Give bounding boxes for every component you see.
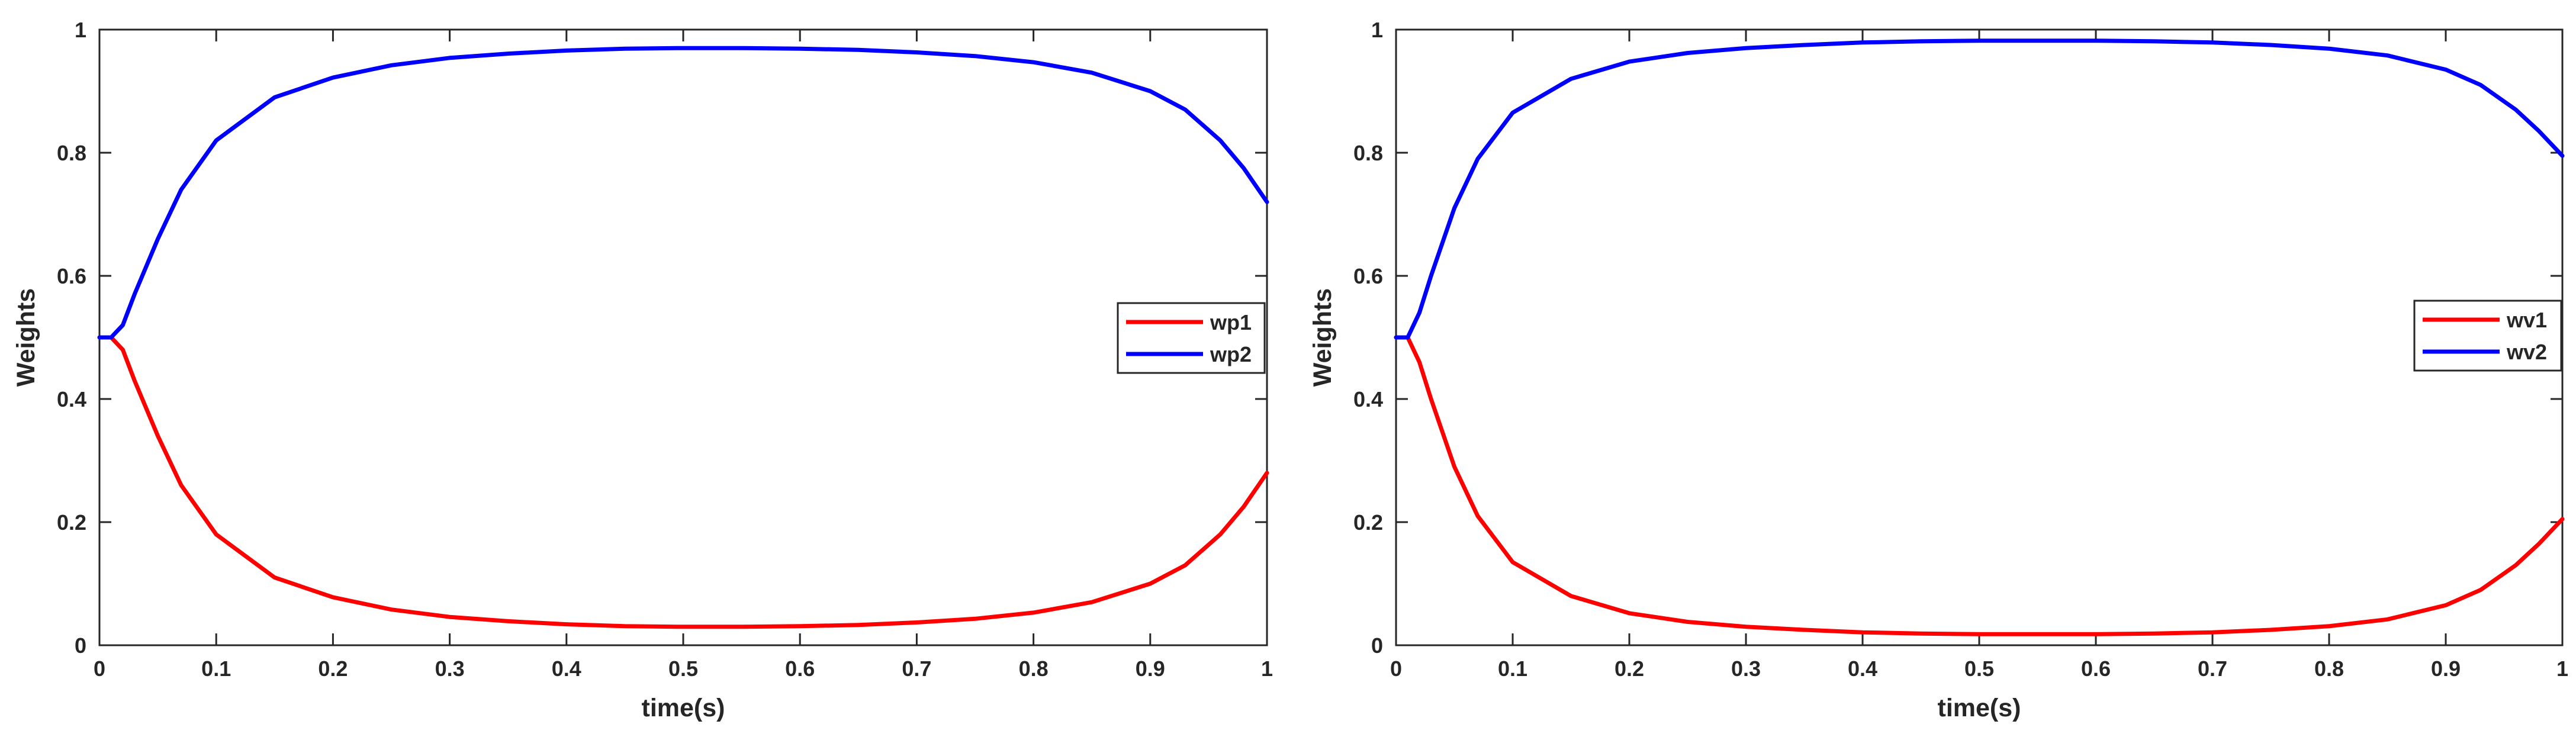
x-tick-label: 0.3	[1731, 656, 1761, 681]
x-axis-label: time(s)	[642, 694, 725, 722]
x-tick-label: 0.4	[552, 656, 581, 681]
y-tick-label: 0.4	[1353, 387, 1383, 411]
x-tick-label: 0.1	[1498, 656, 1527, 681]
y-tick-label: 0.6	[57, 264, 86, 288]
x-tick-label: 1	[2556, 656, 2568, 681]
x-tick-label: 0.1	[201, 656, 231, 681]
y-tick-label: 0.2	[57, 510, 86, 535]
legend-label: wv1	[2506, 308, 2547, 332]
x-tick-label: 0.4	[1848, 656, 1877, 681]
x-tick-label: 0.8	[2314, 656, 2344, 681]
legend-box	[1117, 302, 1266, 374]
y-axis-label: Weights	[1308, 288, 1337, 387]
plot-area	[98, 28, 1268, 646]
y-axis-label: Weights	[12, 288, 40, 387]
x-tick-label: 0.3	[435, 656, 465, 681]
y-tick-label: 0	[1371, 633, 1383, 658]
y-tick-label: 0.2	[1353, 510, 1383, 535]
series-line-wp1	[97, 335, 1269, 629]
legend-box	[2413, 300, 2562, 372]
x-tick-label: 0.5	[668, 656, 698, 681]
x-tick-label: 0	[94, 656, 105, 681]
chart-panel-right: 0 0.1 0.2 0.3 0.4 0.5 0.6 0.7 0.8 0.9 1 0 0.2 0.4 0.6 0…	[1308, 18, 2568, 722]
x-tick-label: 0.7	[2198, 656, 2227, 681]
plot-area	[1395, 28, 2564, 646]
series-line-wv1	[1394, 335, 2565, 636]
y-tick-label: 0.4	[57, 387, 86, 411]
series-line-wp2	[97, 46, 1269, 340]
y-tick-label: 0.6	[1353, 264, 1383, 288]
x-tick-label: 0.7	[902, 656, 931, 681]
x-tick-label: 0.8	[1019, 656, 1049, 681]
x-axis-label: time(s)	[1938, 694, 2021, 722]
x-tick-label: 0.6	[2081, 656, 2111, 681]
x-tick-label: 0	[1390, 656, 1402, 681]
chart-panel-left: 0 0.1 0.2 0.3 0.4 0.5 0.6 0.7 0.8 0.9 1 0 0.2 0.4 0.6 0…	[12, 18, 1273, 722]
legend-label: wp2	[1210, 342, 1252, 366]
x-tick-label: 0.9	[1136, 656, 1165, 681]
x-tick-label: 0.6	[785, 656, 815, 681]
y-tick-label: 0.8	[57, 141, 86, 165]
y-tick-label: 0	[75, 633, 86, 658]
y-tick-label: 1	[1371, 18, 1383, 42]
y-tick-label: 1	[75, 18, 86, 42]
y-tick-label: 0.8	[1353, 141, 1383, 165]
x-tick-label: 0.2	[318, 656, 348, 681]
legend-label: wp1	[1210, 310, 1252, 334]
series-line-wv2	[1394, 38, 2565, 340]
x-tick-label: 0.2	[1615, 656, 1644, 681]
x-tick-label: 0.9	[2431, 656, 2461, 681]
x-tick-label: 1	[1261, 656, 1273, 681]
legend-label: wv2	[2506, 340, 2547, 364]
x-tick-label: 0.5	[1964, 656, 1994, 681]
